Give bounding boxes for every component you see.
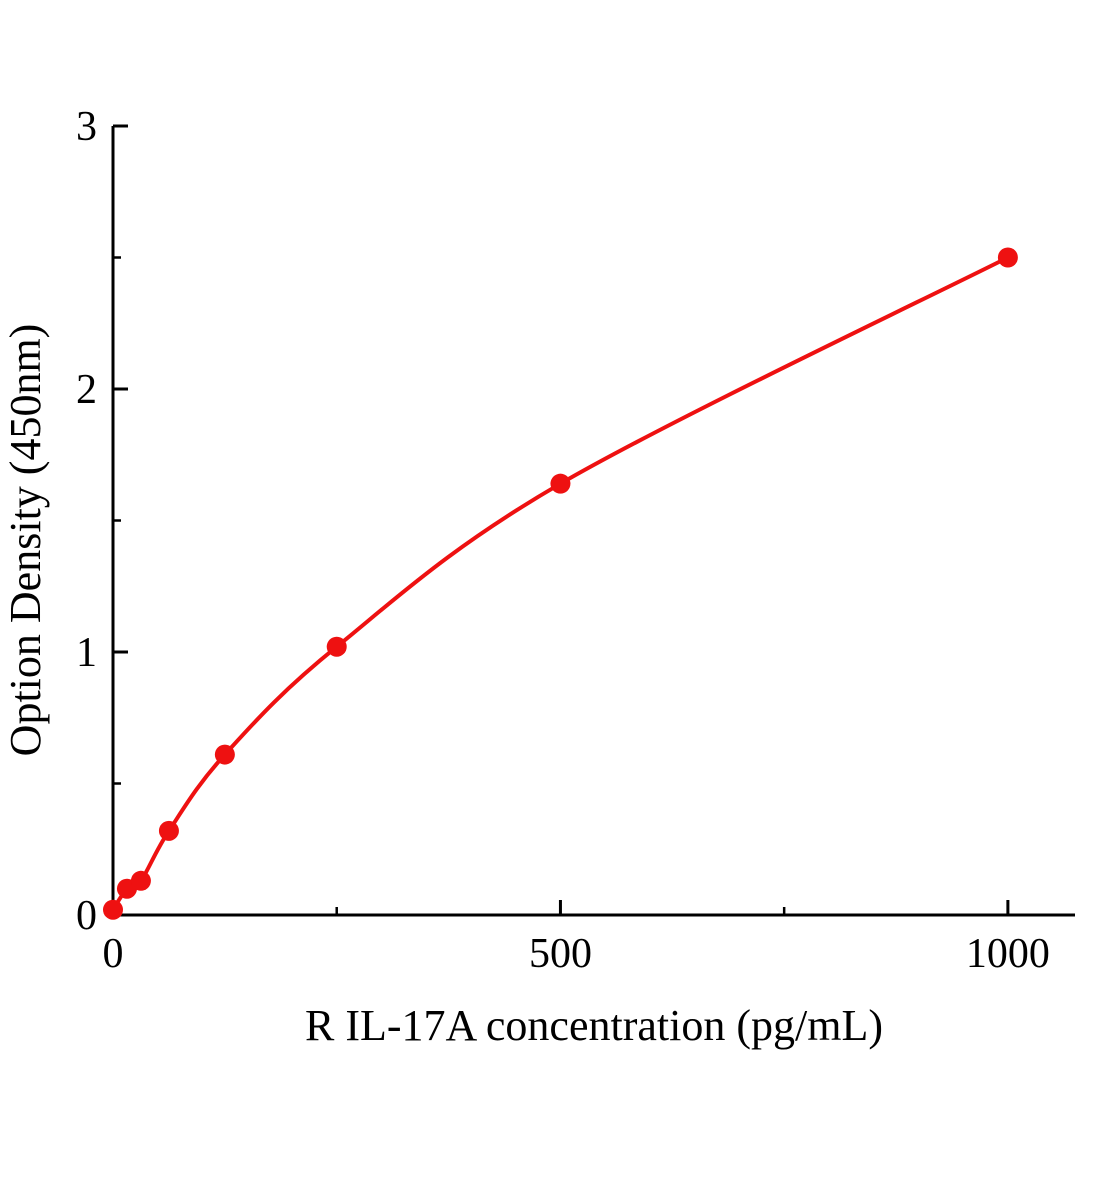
data-point-marker (550, 473, 571, 494)
data-point-marker (214, 744, 235, 765)
x-tick-label: 500 (529, 931, 592, 977)
data-point-marker (130, 870, 151, 891)
y-tick-label: 2 (76, 367, 97, 413)
y-axis-title: Option Density (450nm) (1, 324, 50, 757)
data-point-marker (158, 820, 179, 841)
data-point-marker (326, 636, 347, 657)
data-point-marker (103, 899, 123, 920)
x-tick-label: 0 (103, 931, 124, 977)
x-axis-title: R IL-17A concentration (pg/mL) (305, 1001, 883, 1050)
plot-area: 0 500 1000 0 1 2 3 (76, 104, 1075, 977)
y-tick-label: 1 (76, 630, 97, 676)
x-tick-label: 1000 (966, 931, 1050, 977)
data-point-marker (997, 247, 1018, 268)
y-tick-label: 3 (76, 104, 97, 150)
standard-curve-line (111, 255, 1010, 912)
y-tick-label: 0 (76, 893, 97, 939)
